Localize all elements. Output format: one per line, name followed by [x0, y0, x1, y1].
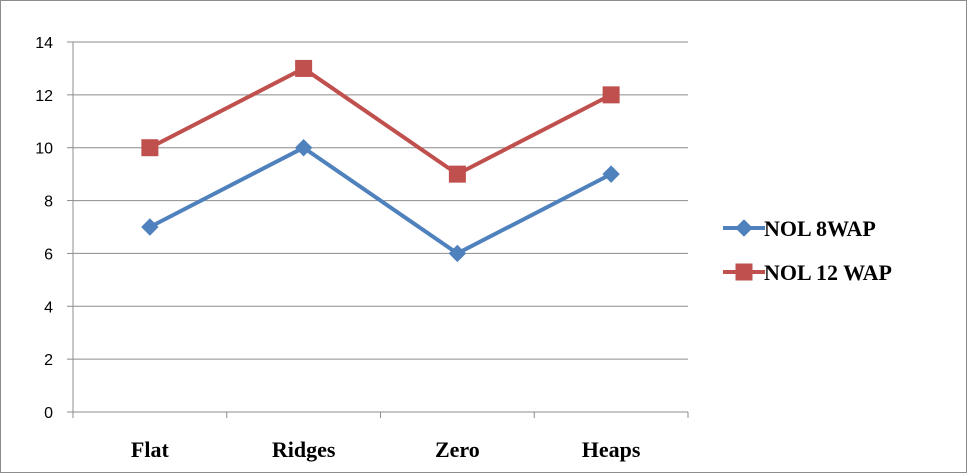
y-tick-label: 6	[44, 246, 53, 263]
y-tick-label: 10	[35, 141, 53, 158]
legend-label: NOL 12 WAP	[764, 260, 892, 285]
legend-item: NOL 12 WAP	[723, 260, 892, 285]
y-tick-label: 0	[44, 405, 53, 422]
data-point	[602, 165, 620, 183]
series-2	[141, 59, 620, 183]
x-category-label: Heaps	[582, 437, 641, 462]
gridlines	[73, 41, 688, 360]
series-1	[141, 139, 620, 263]
data-point	[141, 139, 159, 157]
x-category-label: Flat	[131, 437, 170, 462]
x-category-label: Ridges	[272, 437, 336, 462]
data-point	[294, 139, 313, 157]
legend-marker	[735, 219, 753, 237]
y-tick-labels: 0 2 4 6 8 10 12 14	[35, 35, 53, 422]
y-tick-label: 4	[44, 299, 53, 316]
y-tick-label: 12	[35, 88, 53, 105]
legend-item: NOL 8WAP	[723, 216, 876, 241]
data-point	[141, 218, 159, 236]
series-lines	[141, 59, 620, 263]
legend-marker	[735, 263, 753, 281]
x-category-labels: Flat Ridges Zero Heaps	[131, 437, 641, 462]
legend: NOL 8WAP NOL 12 WAP	[723, 216, 892, 285]
legend-label: NOL 8WAP	[764, 216, 876, 241]
y-tick-label: 2	[44, 352, 53, 369]
y-tick-label: 14	[35, 35, 53, 52]
y-tick-label: 8	[44, 194, 53, 211]
data-point	[448, 244, 467, 263]
data-point	[448, 165, 466, 183]
data-point	[295, 59, 313, 77]
axes	[67, 41, 689, 418]
x-category-label: Zero	[435, 437, 480, 462]
series-line	[148, 66, 613, 177]
series-line	[148, 145, 613, 256]
data-point	[602, 86, 620, 104]
